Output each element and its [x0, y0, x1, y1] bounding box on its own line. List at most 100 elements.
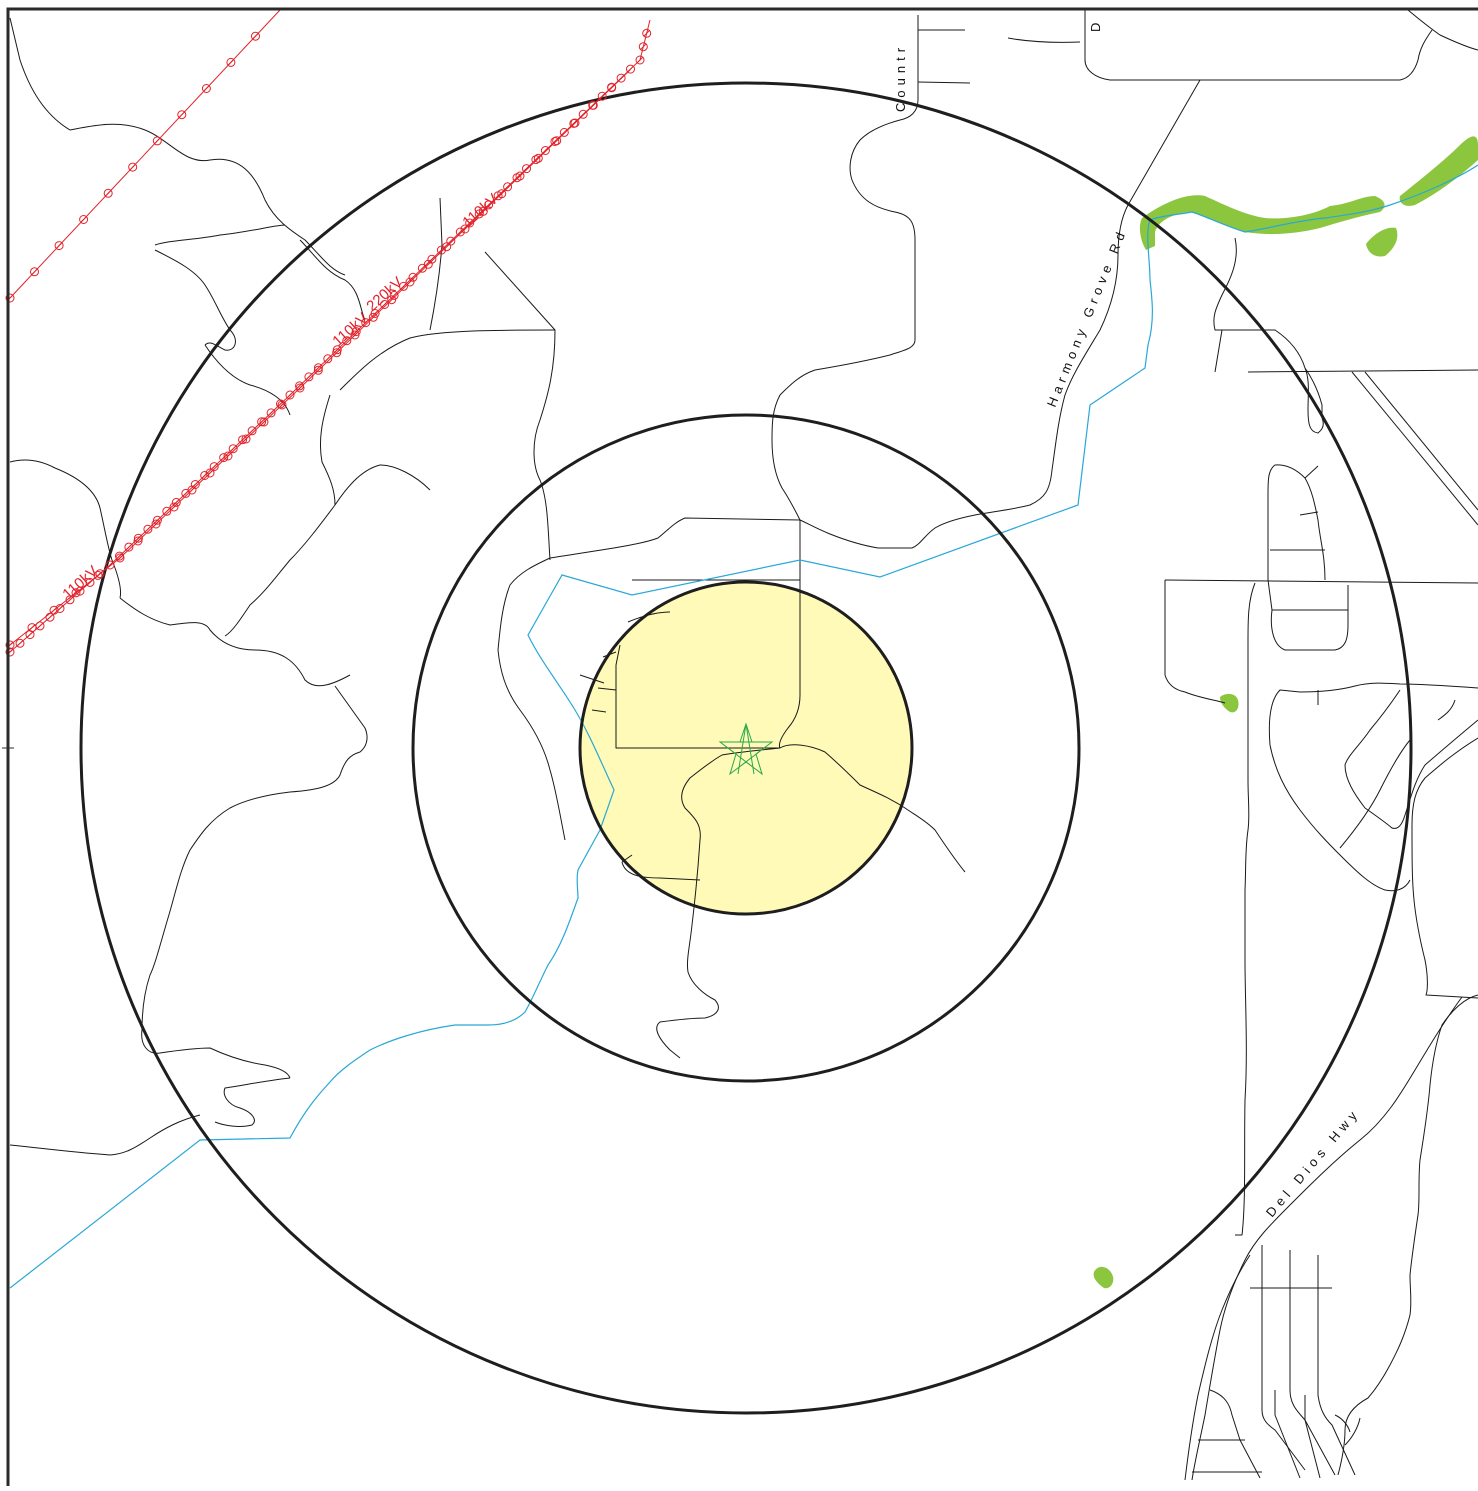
road — [591, 709, 607, 713]
powerline-tower-tick — [203, 85, 210, 92]
powerline-tower-marker — [259, 417, 269, 427]
powerline-tower-tick — [267, 409, 275, 417]
powerline-tower-marker — [30, 267, 39, 277]
road — [579, 674, 605, 684]
powerline-tower-marker — [85, 577, 95, 587]
powerline-tower-marker — [408, 272, 418, 282]
road — [615, 644, 780, 749]
powerline-tower-marker — [201, 84, 211, 93]
road — [1304, 477, 1326, 581]
powerline-path — [9, 9, 281, 299]
road — [621, 861, 701, 881]
powerline-tower-marker — [361, 318, 371, 328]
vegetation-patch — [1399, 136, 1478, 206]
powerline-label: 110kV — [59, 563, 101, 603]
powerline-tower-marker — [162, 506, 172, 516]
powerline-tower-marker — [200, 471, 210, 480]
powerline-tower-marker — [93, 570, 103, 580]
powerline-tower-tick — [443, 243, 451, 251]
road — [1334, 1414, 1351, 1433]
powerline-tower-tick — [188, 486, 196, 494]
powerline-tower-tick — [381, 301, 388, 308]
road-label-harmony-grove: Harmony Grove Rd — [1044, 225, 1130, 409]
powerline-tower-marker — [597, 91, 607, 101]
powerline-tower-marker — [238, 435, 248, 445]
powerline-tower-marker — [209, 462, 219, 472]
powerline-tower-marker — [285, 390, 295, 400]
powerline-tower-marker — [205, 468, 215, 478]
powerline-tower-tick — [498, 190, 506, 198]
road — [656, 747, 781, 1059]
powerline-tower-tick — [324, 355, 332, 363]
powerline-tower-tick — [553, 137, 561, 145]
powerline-tower-tick — [351, 331, 359, 339]
powerline-tower-tick — [116, 554, 124, 562]
road — [9, 1114, 201, 1156]
powerline-tower-marker — [128, 162, 138, 172]
powerline-tower-tick — [333, 349, 341, 357]
road — [1261, 1245, 1306, 1471]
powerline-tower-marker — [607, 83, 617, 93]
road — [1007, 37, 1081, 43]
road — [1344, 1417, 1361, 1446]
road — [154, 224, 286, 246]
road — [1191, 996, 1463, 1481]
powerline-tower-marker — [503, 182, 513, 192]
powerline-tower-marker — [642, 28, 652, 38]
powerline-tower-tick — [542, 147, 549, 154]
road — [1337, 994, 1478, 1476]
powerline-tower-marker — [79, 215, 89, 224]
powerline-tower-tick — [201, 472, 209, 479]
road — [1214, 329, 1223, 373]
powerline-tower-marker — [465, 218, 475, 228]
road — [1339, 739, 1411, 849]
road — [159, 1047, 291, 1079]
powerline-tower-marker — [540, 146, 550, 155]
powerline-tower-tick — [305, 373, 313, 381]
road — [497, 557, 566, 841]
powerline-label-layer: 110kV 220kV 110kV 110kV — [59, 191, 501, 603]
powerline-tower-marker — [25, 630, 35, 640]
powerline-tower-marker — [460, 224, 470, 234]
powerline-tower-tick — [104, 189, 112, 197]
powerline-tower-marker — [266, 408, 276, 418]
powerline-tower-marker — [497, 189, 507, 199]
powerline-tower-marker — [49, 605, 59, 615]
road — [1247, 369, 1478, 373]
powerline-tower-marker — [578, 109, 588, 119]
powerline-tower-tick — [135, 534, 142, 542]
road — [1235, 582, 1256, 1236]
powerline-tower-tick — [55, 242, 63, 249]
powerline-tower-tick — [260, 418, 268, 426]
powerline-tower-marker — [124, 542, 134, 552]
powerline-tower-tick — [388, 296, 396, 304]
road — [1299, 511, 1319, 516]
powerline-tower-marker — [484, 200, 494, 210]
road — [204, 344, 291, 416]
road — [1351, 371, 1478, 526]
powerline-tower-marker — [559, 127, 569, 137]
road — [779, 744, 966, 873]
powerline-tower-marker — [533, 153, 543, 163]
powerline-tower-marker — [152, 515, 162, 525]
powerline-tower-marker — [171, 497, 181, 507]
powerline-tower-tick — [242, 435, 250, 443]
road — [1364, 371, 1478, 511]
powerline-tower-marker — [177, 110, 187, 120]
powerline-tower-marker — [626, 64, 635, 74]
powerline-tower-marker — [152, 136, 162, 146]
road — [1411, 737, 1478, 999]
powerline-tower-marker — [522, 164, 531, 174]
powerline-tower-marker — [552, 136, 562, 146]
powerline-tower-marker — [75, 586, 85, 596]
powerline-tower-marker — [169, 502, 179, 512]
vegetation-layer — [1093, 136, 1478, 1289]
powerline-tower-tick — [406, 278, 414, 286]
powerline-tower-tick — [26, 631, 34, 638]
powerline-tower-tick — [170, 503, 178, 511]
road — [339, 329, 556, 391]
powerline-tower-tick — [639, 43, 647, 51]
road — [1084, 10, 1433, 81]
powerline-tower-marker — [380, 300, 390, 309]
